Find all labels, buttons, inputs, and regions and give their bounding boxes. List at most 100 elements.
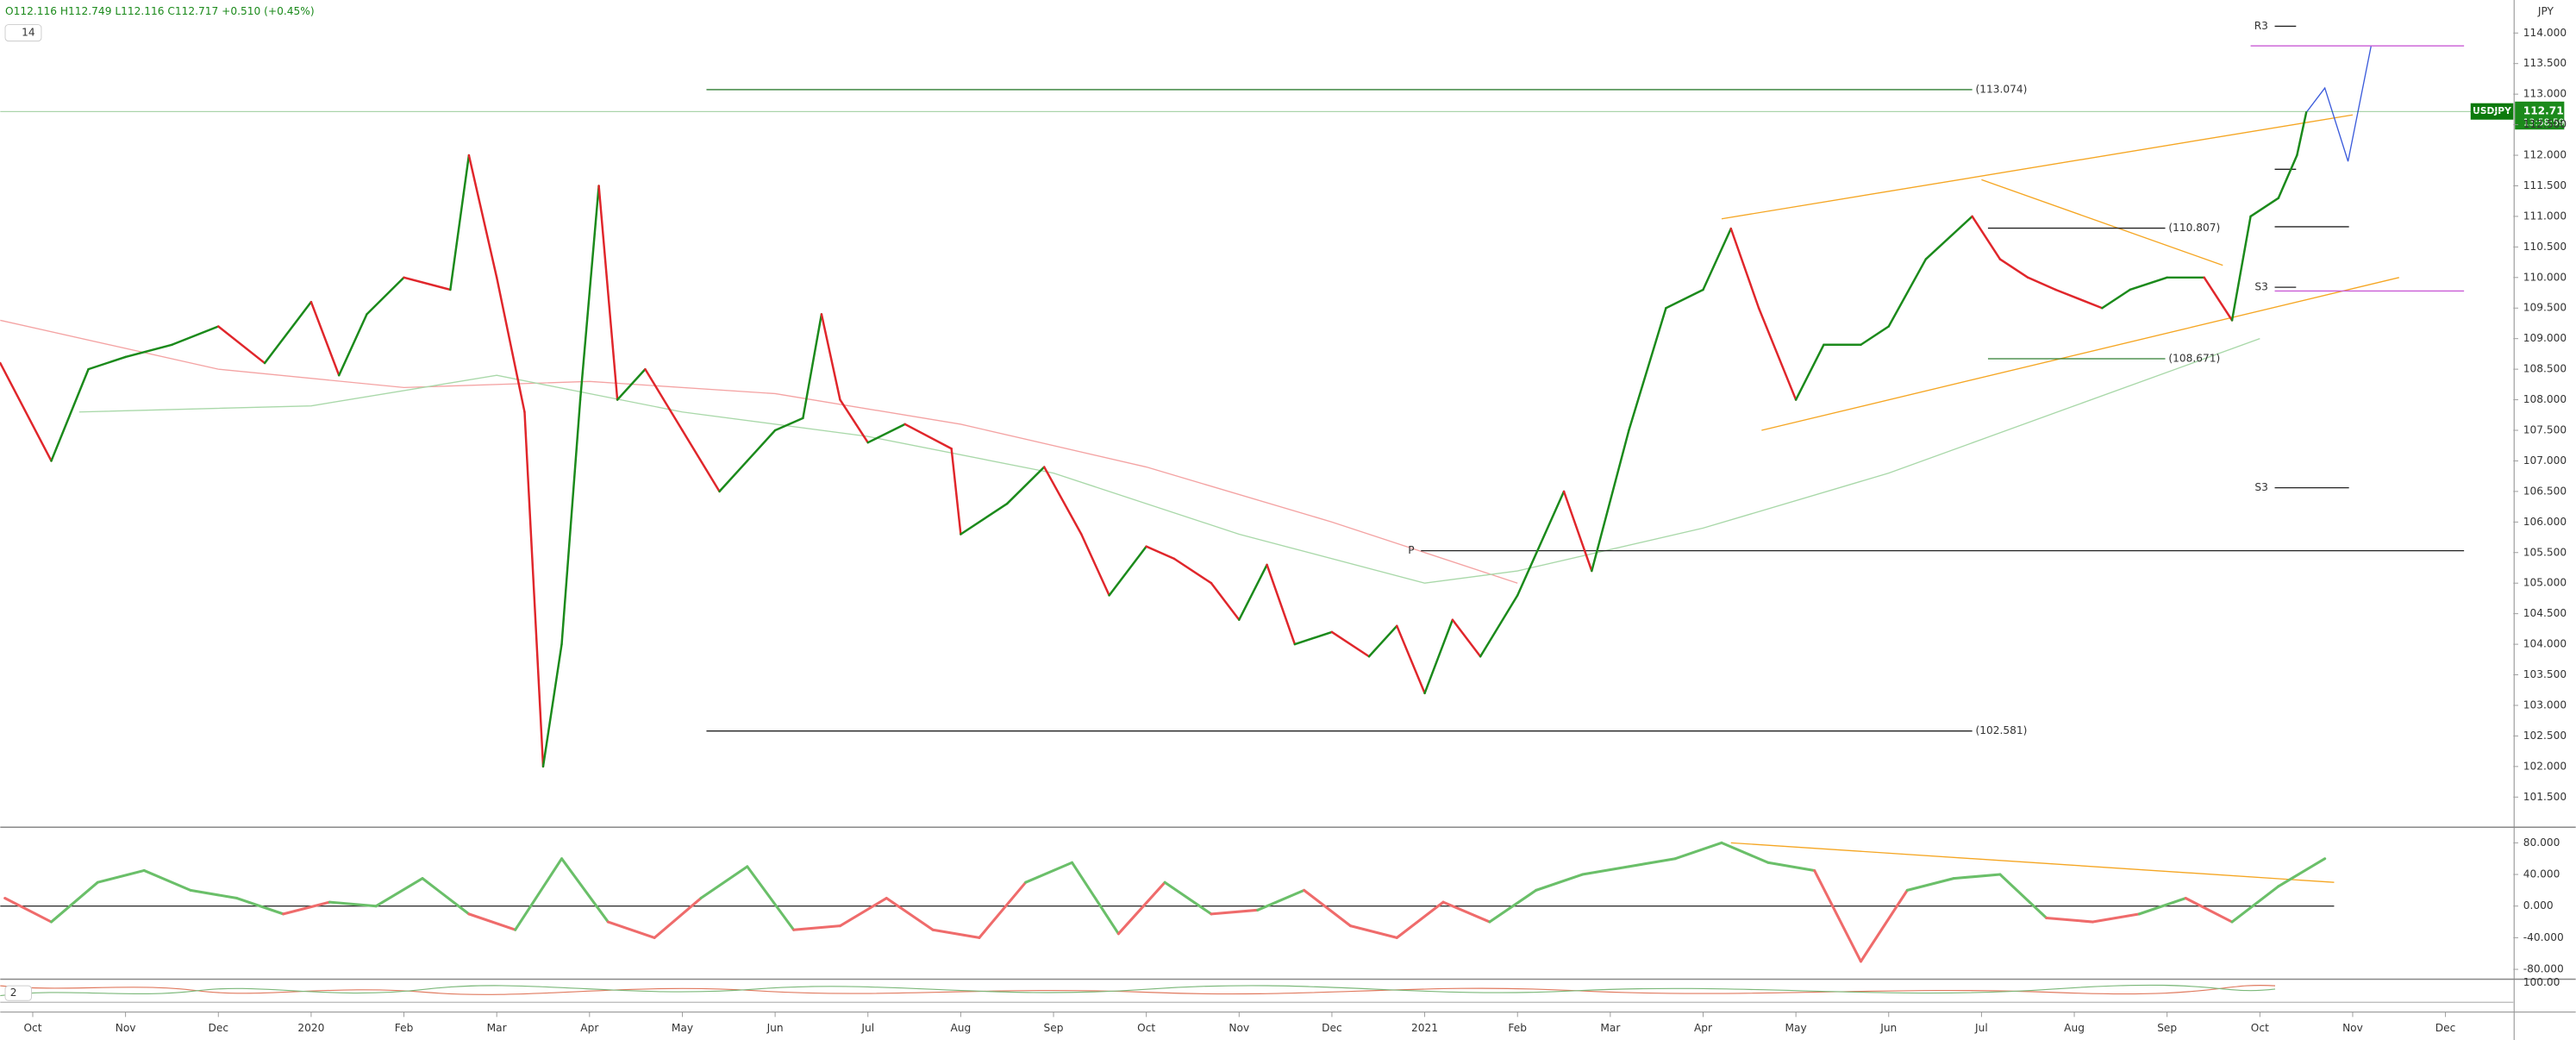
pane-3-line xyxy=(0,985,2276,995)
price-segment xyxy=(366,276,405,316)
oscillator-segment xyxy=(96,868,146,884)
symbol-label: USDJPY xyxy=(2473,105,2511,116)
price-segment xyxy=(1080,533,1110,597)
oscillator-segment xyxy=(421,877,471,916)
level-label: (108.671) xyxy=(2168,353,2220,365)
price-segment xyxy=(1005,466,1046,505)
y-tick-label: 106.500 xyxy=(2523,485,2567,497)
price-segment xyxy=(560,398,582,646)
price-segment xyxy=(1998,258,2029,279)
price-segment xyxy=(1591,429,1630,573)
oscillator-segment xyxy=(653,897,703,939)
x-tick-label: May xyxy=(1785,1022,1807,1034)
oscillator-segment xyxy=(885,897,935,931)
y-tick-label: 109.500 xyxy=(2523,302,2567,314)
y-tick-label: 101.500 xyxy=(2523,791,2567,803)
price-segment xyxy=(467,153,498,279)
x-tick-label: Oct xyxy=(1137,1022,1155,1034)
price-label-box xyxy=(2515,101,2565,130)
price-segment xyxy=(802,313,823,420)
price-segment xyxy=(1562,490,1593,573)
price-segment xyxy=(87,355,127,371)
oscillator-segment xyxy=(2045,916,2095,924)
oscillator-segment xyxy=(978,880,1028,939)
oscillator-segment xyxy=(1024,861,1074,884)
price-segment xyxy=(1479,594,1519,658)
interval-pill[interactable] xyxy=(4,24,42,42)
price-segment xyxy=(1887,258,1928,328)
oscillator-segment xyxy=(1441,900,1491,924)
level-label: S3 xyxy=(2254,481,2268,493)
x-tick-label: Apr xyxy=(1694,1022,1713,1034)
y-tick-label: 108.000 xyxy=(2523,393,2567,405)
price-segment xyxy=(1451,618,1482,658)
oscillator-segment xyxy=(1581,865,1630,876)
price-segment xyxy=(1794,343,1825,401)
x-tick-label: Aug xyxy=(950,1022,971,1034)
price-segment xyxy=(1628,307,1667,432)
x-tick-label: Nov xyxy=(2342,1022,2363,1034)
y-tick-label: 113.500 xyxy=(2523,57,2567,69)
trendline xyxy=(1721,114,2354,220)
y-tick-label: 107.500 xyxy=(2523,424,2567,436)
price-segment xyxy=(866,423,907,444)
oscillator-segment xyxy=(1998,873,2048,919)
price-segment xyxy=(2230,215,2252,322)
ohlc-legend: O112.116 H112.749 L112.116 C112.717 +0.5… xyxy=(5,5,315,17)
level-label: (113.074) xyxy=(1975,83,2027,95)
price-segment xyxy=(1516,490,1566,597)
price-segment xyxy=(2203,276,2234,322)
currency-label[interactable]: JPY xyxy=(2537,5,2554,17)
pane-3-pill[interactable] xyxy=(4,985,32,1001)
x-tick-label: Sep xyxy=(2157,1022,2177,1034)
x-tick-label: Dec xyxy=(2435,1022,2456,1034)
price-segment xyxy=(1665,288,1704,310)
price-segment xyxy=(1367,624,1398,658)
price-segment xyxy=(1396,624,1426,695)
level-label: P xyxy=(1408,544,1414,556)
oscillator-segment xyxy=(1905,877,1955,892)
y-tick-label: 110.500 xyxy=(2523,241,2567,253)
oscillator-segment xyxy=(1210,908,1260,916)
price-segment xyxy=(50,367,90,462)
oscillator-segment xyxy=(2091,912,2141,924)
y-tick-label: -80.000 xyxy=(2523,963,2564,975)
price-segment xyxy=(1924,215,1973,260)
x-tick-label: Oct xyxy=(23,1022,41,1034)
trendline xyxy=(1761,277,2399,431)
trendline xyxy=(1981,179,2223,266)
y-tick-label: 110.000 xyxy=(2523,271,2567,283)
oscillator-segment xyxy=(374,877,424,908)
oscillator-segment xyxy=(1766,861,1816,872)
x-tick-label: Dec xyxy=(1322,1022,1342,1034)
oscillator-segment xyxy=(1859,888,1909,963)
oscillator-segment xyxy=(1813,868,1863,963)
interval-label: 14 xyxy=(22,27,35,39)
oscillator-segment xyxy=(49,880,99,924)
oscillator-segment xyxy=(2184,897,2234,924)
y-tick-label: 103.500 xyxy=(2523,668,2567,680)
price-segment xyxy=(2296,111,2308,157)
x-tick-label: May xyxy=(672,1022,693,1034)
price-segment xyxy=(1729,227,1760,310)
x-tick-label: Mar xyxy=(487,1022,508,1034)
x-tick-label: Dec xyxy=(208,1022,228,1034)
price-segment xyxy=(2249,197,2280,218)
price-segment xyxy=(903,423,953,450)
x-tick-label: Feb xyxy=(395,1022,414,1034)
x-tick-label: Jun xyxy=(766,1022,784,1034)
oscillator-segment xyxy=(1488,888,1538,924)
price-segment xyxy=(309,300,341,377)
y-tick-label: 102.500 xyxy=(2523,730,2567,742)
oscillator-segment xyxy=(467,912,517,931)
oscillator-segment xyxy=(235,897,285,916)
price-segment xyxy=(171,325,220,347)
x-tick-label: Nov xyxy=(1229,1022,1249,1034)
x-tick-label: Apr xyxy=(580,1022,599,1034)
price-segment xyxy=(2277,153,2298,199)
level-label: R3 xyxy=(2254,20,2268,32)
y-tick-label: 104.500 xyxy=(2523,607,2567,619)
pane-3-line xyxy=(0,984,2276,997)
